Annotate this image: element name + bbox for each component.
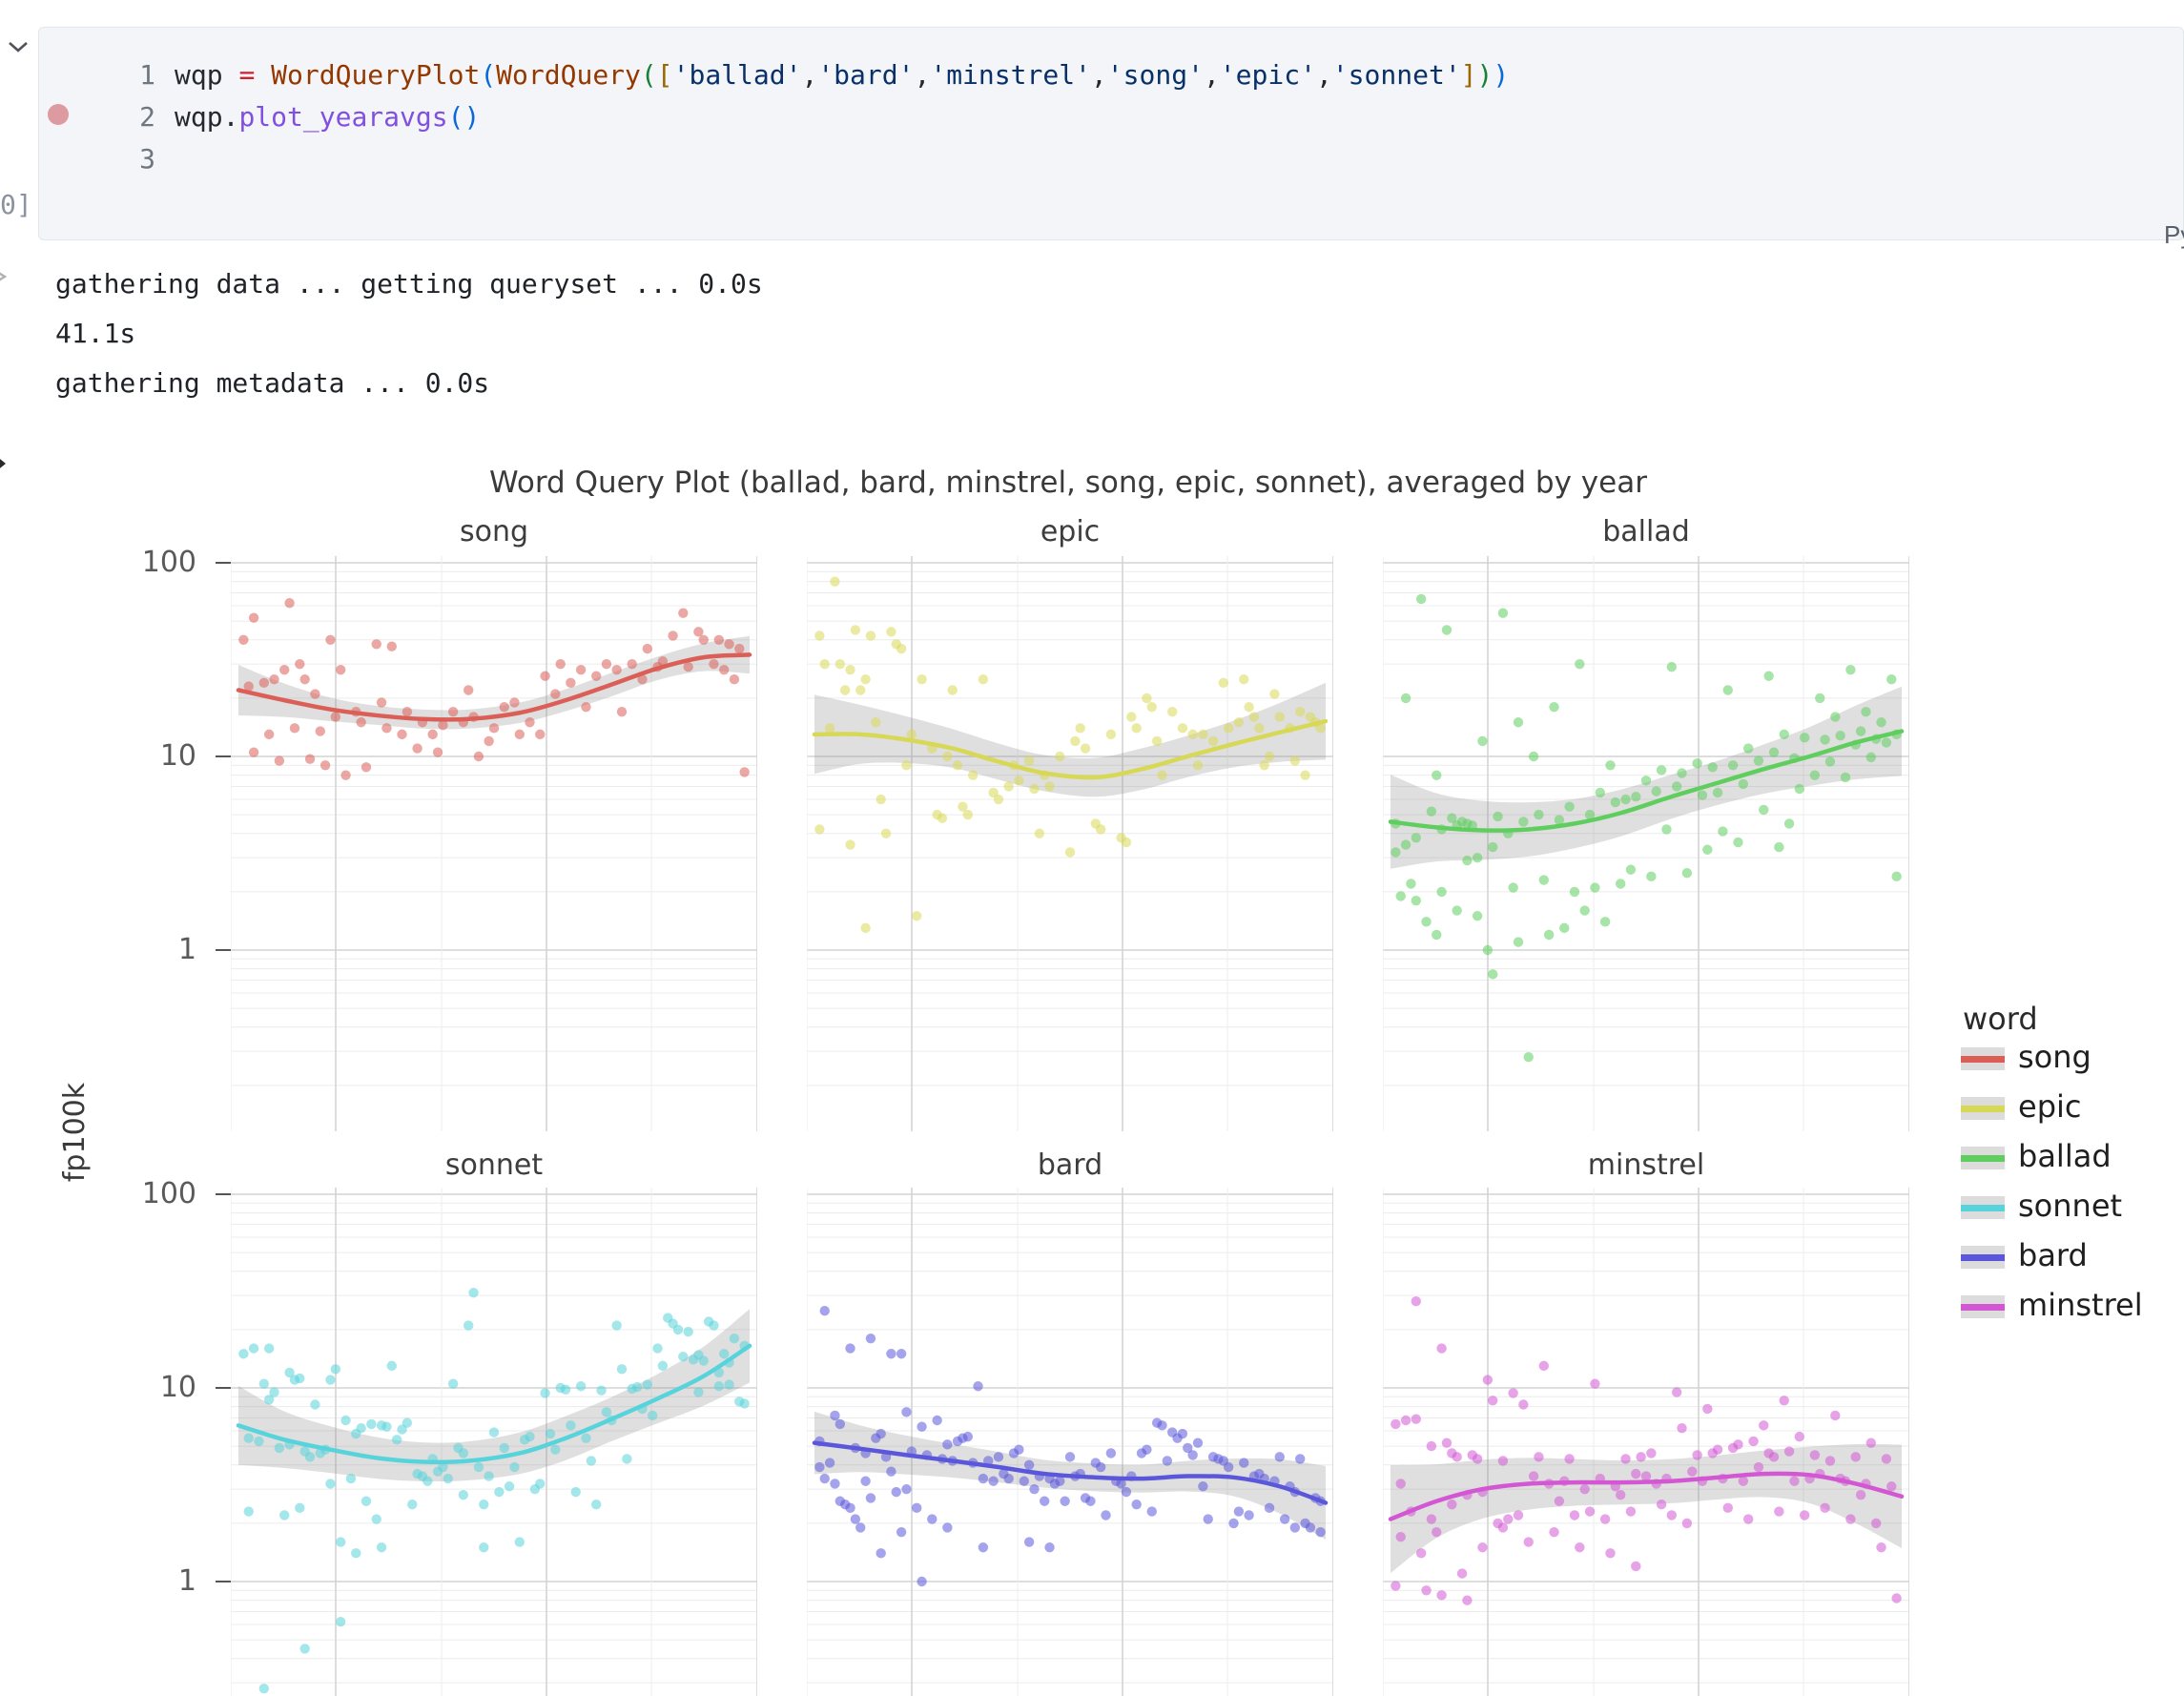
code-token: wqp. — [175, 101, 239, 133]
code-token: ) — [1493, 59, 1510, 91]
trend-line-epic — [812, 718, 1329, 780]
line-number: 3 — [139, 143, 155, 175]
legend-label-bard: bard — [2018, 1237, 2088, 1273]
code-token: 'ballad' — [672, 59, 802, 91]
code-line[interactable]: wqp.plot_yearavgs() — [175, 96, 480, 138]
legend-line-swatch-icon — [1961, 1254, 2005, 1261]
kernel-language-indicator[interactable]: Pyth — [2164, 220, 2184, 249]
legend-line-swatch-icon — [1961, 1106, 2005, 1112]
code-token: , — [1315, 59, 1332, 91]
facet-panel-minstrel — [1383, 1188, 1909, 1696]
facet-panel-epic — [807, 556, 1333, 1131]
facet-panel-bard — [807, 1188, 1333, 1696]
legend-label-minstrel: minstrel — [2018, 1287, 2143, 1323]
y-tick-mark — [216, 562, 231, 564]
facet-title-epic: epic — [1040, 515, 1101, 548]
legend-key-minstrel — [1961, 1295, 2005, 1318]
legend-key-sonnet — [1961, 1196, 2005, 1219]
facet-title-sonnet: sonnet — [444, 1148, 544, 1182]
y-tick-mark — [216, 1387, 231, 1389]
code-token: plot_yearavgs — [238, 101, 448, 133]
code-token: WordQueryPlot — [271, 59, 481, 91]
legend-title: word — [1963, 1001, 2038, 1037]
legend-line-swatch-icon — [1961, 1205, 2005, 1211]
y-tick-label: 100 — [141, 1177, 196, 1210]
figure-title: Word Query Plot (ballad, bard, minstrel,… — [489, 465, 1647, 500]
facet-panel-ballad — [1383, 556, 1909, 1131]
y-tick-label: 10 — [159, 739, 196, 773]
code-token: , — [914, 59, 931, 91]
code-token — [255, 59, 271, 91]
facet-panel-song — [231, 556, 757, 1131]
y-tick-mark — [216, 1193, 231, 1195]
legend-line-swatch-icon — [1961, 1155, 2005, 1162]
legend-line-swatch-icon — [1961, 1056, 2005, 1063]
y-tick-label: 100 — [141, 546, 196, 579]
trend-line-bard — [812, 1440, 1329, 1505]
output-line: 41.1s — [55, 318, 136, 349]
output-line: gathering data ... getting queryset ... … — [55, 268, 763, 300]
output-line: gathering metadata ... 0.0s — [55, 367, 490, 399]
code-token: ( — [480, 59, 497, 91]
output-collapse-chevron-icon[interactable] — [0, 270, 8, 283]
code-token: ] — [1460, 59, 1477, 91]
facet-title-ballad: ballad — [1602, 515, 1690, 548]
confidence-ribbon-song — [238, 635, 750, 730]
legend-line-swatch-icon — [1961, 1304, 2005, 1311]
legend-label-ballad: ballad — [2018, 1138, 2112, 1174]
facet-title-minstrel: minstrel — [1587, 1148, 1705, 1182]
y-tick-mark — [216, 755, 231, 757]
y-tick-label: 1 — [177, 933, 196, 966]
y-tick-label: 1 — [177, 1564, 196, 1598]
legend-key-bard — [1961, 1246, 2005, 1269]
confidence-ribbon-minstrel — [1391, 1443, 1902, 1574]
plot-output-collapse-arrow-icon[interactable] — [0, 455, 6, 472]
code-token: wqp — [175, 59, 239, 91]
legend-label-sonnet: sonnet — [2018, 1188, 2123, 1224]
code-token: , — [1090, 59, 1107, 91]
code-token: [ — [656, 59, 673, 91]
legend-label-song: song — [2018, 1039, 2091, 1075]
code-token: 'song' — [1106, 59, 1204, 91]
confidence-ribbon-sonnet — [238, 1309, 750, 1482]
code-token: ( — [640, 59, 657, 91]
confidence-ribbon-ballad — [1391, 686, 1902, 869]
facet-title-bard: bard — [1037, 1148, 1103, 1182]
code-line[interactable]: wqp = WordQueryPlot(WordQuery(['ballad',… — [175, 54, 1509, 96]
code-token: 'bard' — [817, 59, 915, 91]
trend-line-ballad — [1388, 729, 1905, 833]
code-token: = — [238, 59, 256, 91]
legend-key-song — [1961, 1047, 2005, 1070]
legend-key-ballad — [1961, 1147, 2005, 1169]
facet-panel-sonnet — [231, 1188, 757, 1696]
code-token: () — [447, 101, 481, 133]
code-token: WordQuery — [496, 59, 641, 91]
y-tick-label: 10 — [159, 1371, 196, 1404]
legend-label-epic: epic — [2018, 1088, 2082, 1125]
y-tick-mark — [216, 1581, 231, 1582]
execution-count-label: 0] — [0, 189, 32, 220]
execution-status-dot-icon — [48, 104, 69, 125]
y-tick-mark — [216, 949, 231, 951]
code-token: ) — [1476, 59, 1494, 91]
code-token: , — [801, 59, 818, 91]
line-number: 1 — [139, 59, 155, 91]
code-token: 'sonnet' — [1331, 59, 1461, 91]
code-token: 'minstrel' — [930, 59, 1091, 91]
code-token: , — [1203, 59, 1220, 91]
legend-key-epic — [1961, 1097, 2005, 1120]
line-number: 2 — [139, 101, 155, 133]
cell-collapse-chevron-icon[interactable] — [8, 40, 29, 53]
code-token: 'epic' — [1219, 59, 1316, 91]
facet-title-song: song — [459, 515, 529, 548]
